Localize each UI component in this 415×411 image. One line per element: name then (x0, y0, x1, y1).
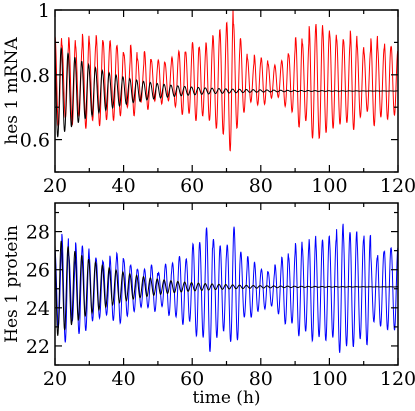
x-tick-label: 100 (311, 368, 347, 390)
y-tick-label: 0.6 (20, 130, 50, 152)
x-tick-label: 80 (249, 175, 273, 197)
x-tick-label: 100 (311, 175, 347, 197)
x-tick-label: 120 (380, 368, 415, 390)
series-line-0 (55, 10, 398, 152)
x-tick-label: 20 (43, 175, 67, 197)
y-tick-label: 1 (38, 0, 50, 22)
y-tick-label: 0.8 (20, 65, 50, 87)
plot-area (55, 10, 398, 152)
x-tick-label: 120 (380, 175, 415, 197)
y-tick-label: 24 (26, 298, 50, 320)
y-tick-label: 22 (26, 336, 50, 358)
y-axis-title: hes 1 mRNA (2, 37, 22, 145)
x-tick-label: 80 (249, 368, 273, 390)
y-axis-title: Hes 1 protein (2, 225, 22, 343)
x-tick-label: 40 (112, 175, 136, 197)
plot-area (55, 223, 398, 353)
series-line-1 (55, 47, 398, 138)
y-tick-label: 28 (26, 222, 50, 244)
x-axis-title: time (h) (192, 388, 260, 408)
x-tick-label: 20 (43, 368, 67, 390)
series-line-0 (55, 223, 398, 353)
y-tick-label: 26 (26, 260, 50, 282)
series-line-1 (55, 240, 398, 336)
x-tick-label: 60 (180, 368, 204, 390)
x-tick-label: 40 (112, 368, 136, 390)
x-tick-label: 60 (180, 175, 204, 197)
mrna-panel: 20 40 60 80 100 120 0.6 0.8 1 hes 1 mRNA (2, 0, 415, 197)
